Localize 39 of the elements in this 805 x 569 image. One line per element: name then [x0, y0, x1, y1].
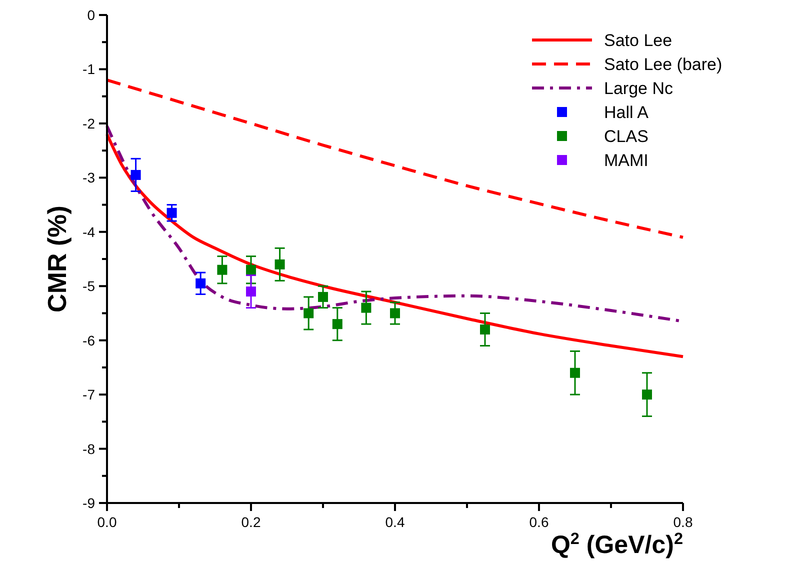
y-tick-label: -7	[82, 386, 96, 403]
point	[246, 264, 256, 275]
y-tick-label: -6	[82, 332, 96, 348]
y-tick-label: -8	[82, 440, 96, 457]
point	[361, 302, 372, 313]
y-tick-label: -4	[82, 224, 96, 240]
line-series	[106, 78, 684, 239]
y-tick-label: 0	[87, 7, 96, 23]
legend-label: Large Nc	[604, 79, 674, 98]
y-tick-label: -5	[82, 278, 96, 294]
point	[304, 308, 314, 318]
point	[332, 319, 342, 330]
point	[217, 264, 228, 275]
legend-label: CLAS	[604, 127, 648, 146]
x-tick-label: 0.6	[529, 514, 549, 530]
y-axis-title: CMR (%)	[42, 206, 72, 312]
y-tick-label: -1	[82, 61, 96, 78]
y-tick-label: -9	[82, 495, 96, 511]
legend-label: Hall A	[604, 103, 650, 122]
point	[480, 324, 490, 334]
point	[390, 308, 400, 318]
x-tick-label: 0.8	[673, 514, 693, 530]
point	[274, 259, 285, 270]
point	[130, 170, 141, 180]
x-axis-title: Q$^{2}$ (GeV/c)$^{2}$	[550, 530, 683, 559]
point	[246, 286, 256, 297]
point	[642, 390, 652, 400]
point	[570, 368, 580, 378]
y-tick-label: -3	[82, 170, 96, 186]
legend-label: Sato Lee (bare)	[604, 55, 722, 74]
legend-label: Sato Lee	[604, 31, 672, 50]
x-tick-label: 0.4	[385, 514, 405, 530]
x-tick-label: 0.0	[97, 514, 117, 530]
point	[318, 292, 328, 302]
point	[196, 278, 206, 288]
y-tick-label: -2	[82, 115, 96, 132]
x-tick-label: 0.2	[241, 514, 261, 530]
legend-label: MAMI	[604, 151, 648, 170]
point	[166, 208, 177, 218]
